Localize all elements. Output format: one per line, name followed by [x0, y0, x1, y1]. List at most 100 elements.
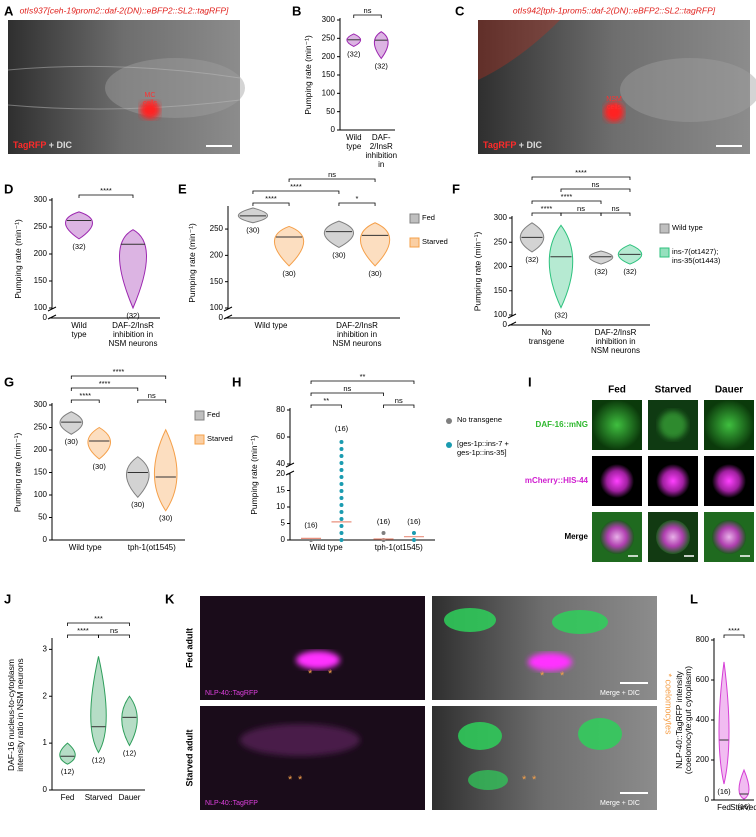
y-tick-label: 300: [322, 15, 336, 24]
violin: [373, 31, 389, 60]
significance-label: ns: [592, 180, 600, 189]
n-label: (32): [72, 242, 86, 251]
cell-label: NSM cells: [606, 96, 622, 111]
n-label: (30): [332, 250, 346, 259]
legend-label-box: Starved: [207, 434, 233, 443]
violin: [59, 411, 84, 435]
violin: [273, 225, 305, 267]
y-tick-label: 200: [210, 250, 224, 259]
y-tick-label: 50: [326, 107, 335, 116]
y-tick-label: 100: [322, 88, 336, 97]
micrograph: [200, 596, 425, 700]
row-label: DAF-16::mNG: [536, 420, 588, 429]
violin: [738, 768, 750, 800]
chart: G Pumping rate (min⁻¹) 0 50 100 150 200 250 300 W…: [4, 367, 233, 552]
panel-letter: L: [690, 591, 698, 606]
y-tick-label: 0: [43, 535, 48, 544]
fluorescence: [468, 770, 508, 790]
y-tick-label: 150: [494, 286, 508, 295]
violin: [548, 224, 574, 309]
y-tick-label: 50: [38, 513, 47, 522]
significance-label: ****: [99, 379, 111, 388]
violin: [125, 456, 150, 498]
significance-label: ****: [113, 367, 125, 376]
y-tick-label: 0: [281, 535, 286, 544]
n-label: (30): [368, 269, 382, 278]
violin: [65, 211, 93, 240]
marker-legend: * coelomocytes: [664, 673, 674, 735]
n-label: (16): [304, 520, 318, 529]
legend-label-box: [ges-1p::ins-7 + ges-1p::ins-35]: [457, 439, 509, 457]
y-axis-label-group: Pumping rate (min⁻¹): [187, 223, 197, 303]
cell-label-box: NSM cells: [606, 96, 622, 111]
x-tick-label-box: Starved: [730, 803, 756, 812]
autofluorescence: [478, 20, 560, 80]
y-tick-label: 100: [34, 303, 48, 312]
panel-letter: E: [178, 181, 187, 196]
y-axis-label-group: DAF-16 nucleus-to-cytoplasm intensity ra…: [6, 658, 25, 771]
legend-label: No transgene: [457, 415, 503, 424]
y-tick-label: 200: [696, 755, 710, 764]
x-tick-label: tph-1(ot1545): [127, 543, 176, 552]
legend-label: Wild type: [672, 223, 703, 232]
significance-label: ****: [77, 626, 89, 635]
significance-bracket: [310, 380, 415, 384]
micrograph: [704, 400, 754, 450]
significance-bracket: [310, 392, 384, 396]
legend-swatch: [446, 442, 452, 448]
significance-label: ****: [728, 626, 740, 635]
significance-label: *: [356, 194, 359, 203]
channel-label: Merge + DIC: [600, 800, 640, 807]
y-axis-label-group: Pumping rate (min⁻¹): [249, 435, 259, 515]
significance-label: **: [323, 396, 329, 405]
violin: [718, 661, 730, 785]
y-axis-label: Pumping rate (min⁻¹): [302, 35, 313, 115]
legend-label-box: Fed: [207, 410, 220, 419]
n-label: (32): [375, 61, 389, 70]
significance-label: ns: [328, 170, 336, 179]
nucleus: [712, 520, 746, 554]
panel-letter: A: [4, 3, 14, 18]
x-tick-label: Wild type: [254, 321, 288, 330]
fluorescence: [458, 722, 502, 750]
pharynx: [620, 58, 756, 122]
y-tick-label: 5: [281, 519, 286, 528]
legend-label-box: No transgene: [457, 415, 503, 424]
significance-bracket: [67, 634, 99, 638]
significance-bracket: [600, 212, 631, 216]
y-axis-label-group: Pumping rate (min⁻¹): [13, 433, 23, 513]
significance-label: ****: [265, 194, 277, 203]
significance-bracket: [383, 404, 415, 408]
micrograph: [200, 706, 425, 810]
significance-label: ****: [541, 204, 553, 213]
significance-label: ****: [100, 186, 112, 195]
x-tick-label-box: Wild type: [310, 543, 343, 552]
panel-letter: K: [165, 591, 175, 606]
legend-label-box: Wild type: [672, 223, 703, 232]
x-tick-label-box: Wild type: [346, 133, 362, 151]
legend-swatch: [659, 247, 670, 258]
nucleus: [600, 520, 634, 554]
y-tick-label: 150: [322, 70, 336, 79]
chart: B Pumping rate (min⁻¹) 0 50 100 150 200 250 300 W…: [292, 3, 397, 167]
n-label: (16): [377, 517, 391, 526]
y-axis-label-group: Pumping rate (min⁻¹): [473, 232, 483, 312]
significance-label: ****: [79, 391, 91, 400]
y-tick-label: 400: [696, 715, 710, 724]
x-tick-label: tph-1(ot1545): [374, 543, 423, 552]
significance-label: ns: [577, 204, 585, 213]
y-tick-label: 150: [34, 468, 48, 477]
micrograph: [478, 20, 750, 154]
marker: *: [298, 774, 303, 786]
legend-swatch: [446, 418, 452, 424]
significance-label: **: [360, 372, 366, 381]
fluorescence: [296, 651, 340, 669]
violin: [359, 222, 391, 267]
violin: [153, 428, 178, 512]
significance-label: ns: [343, 384, 351, 393]
axis-break: [507, 313, 517, 319]
panel-letter: J: [4, 591, 11, 606]
